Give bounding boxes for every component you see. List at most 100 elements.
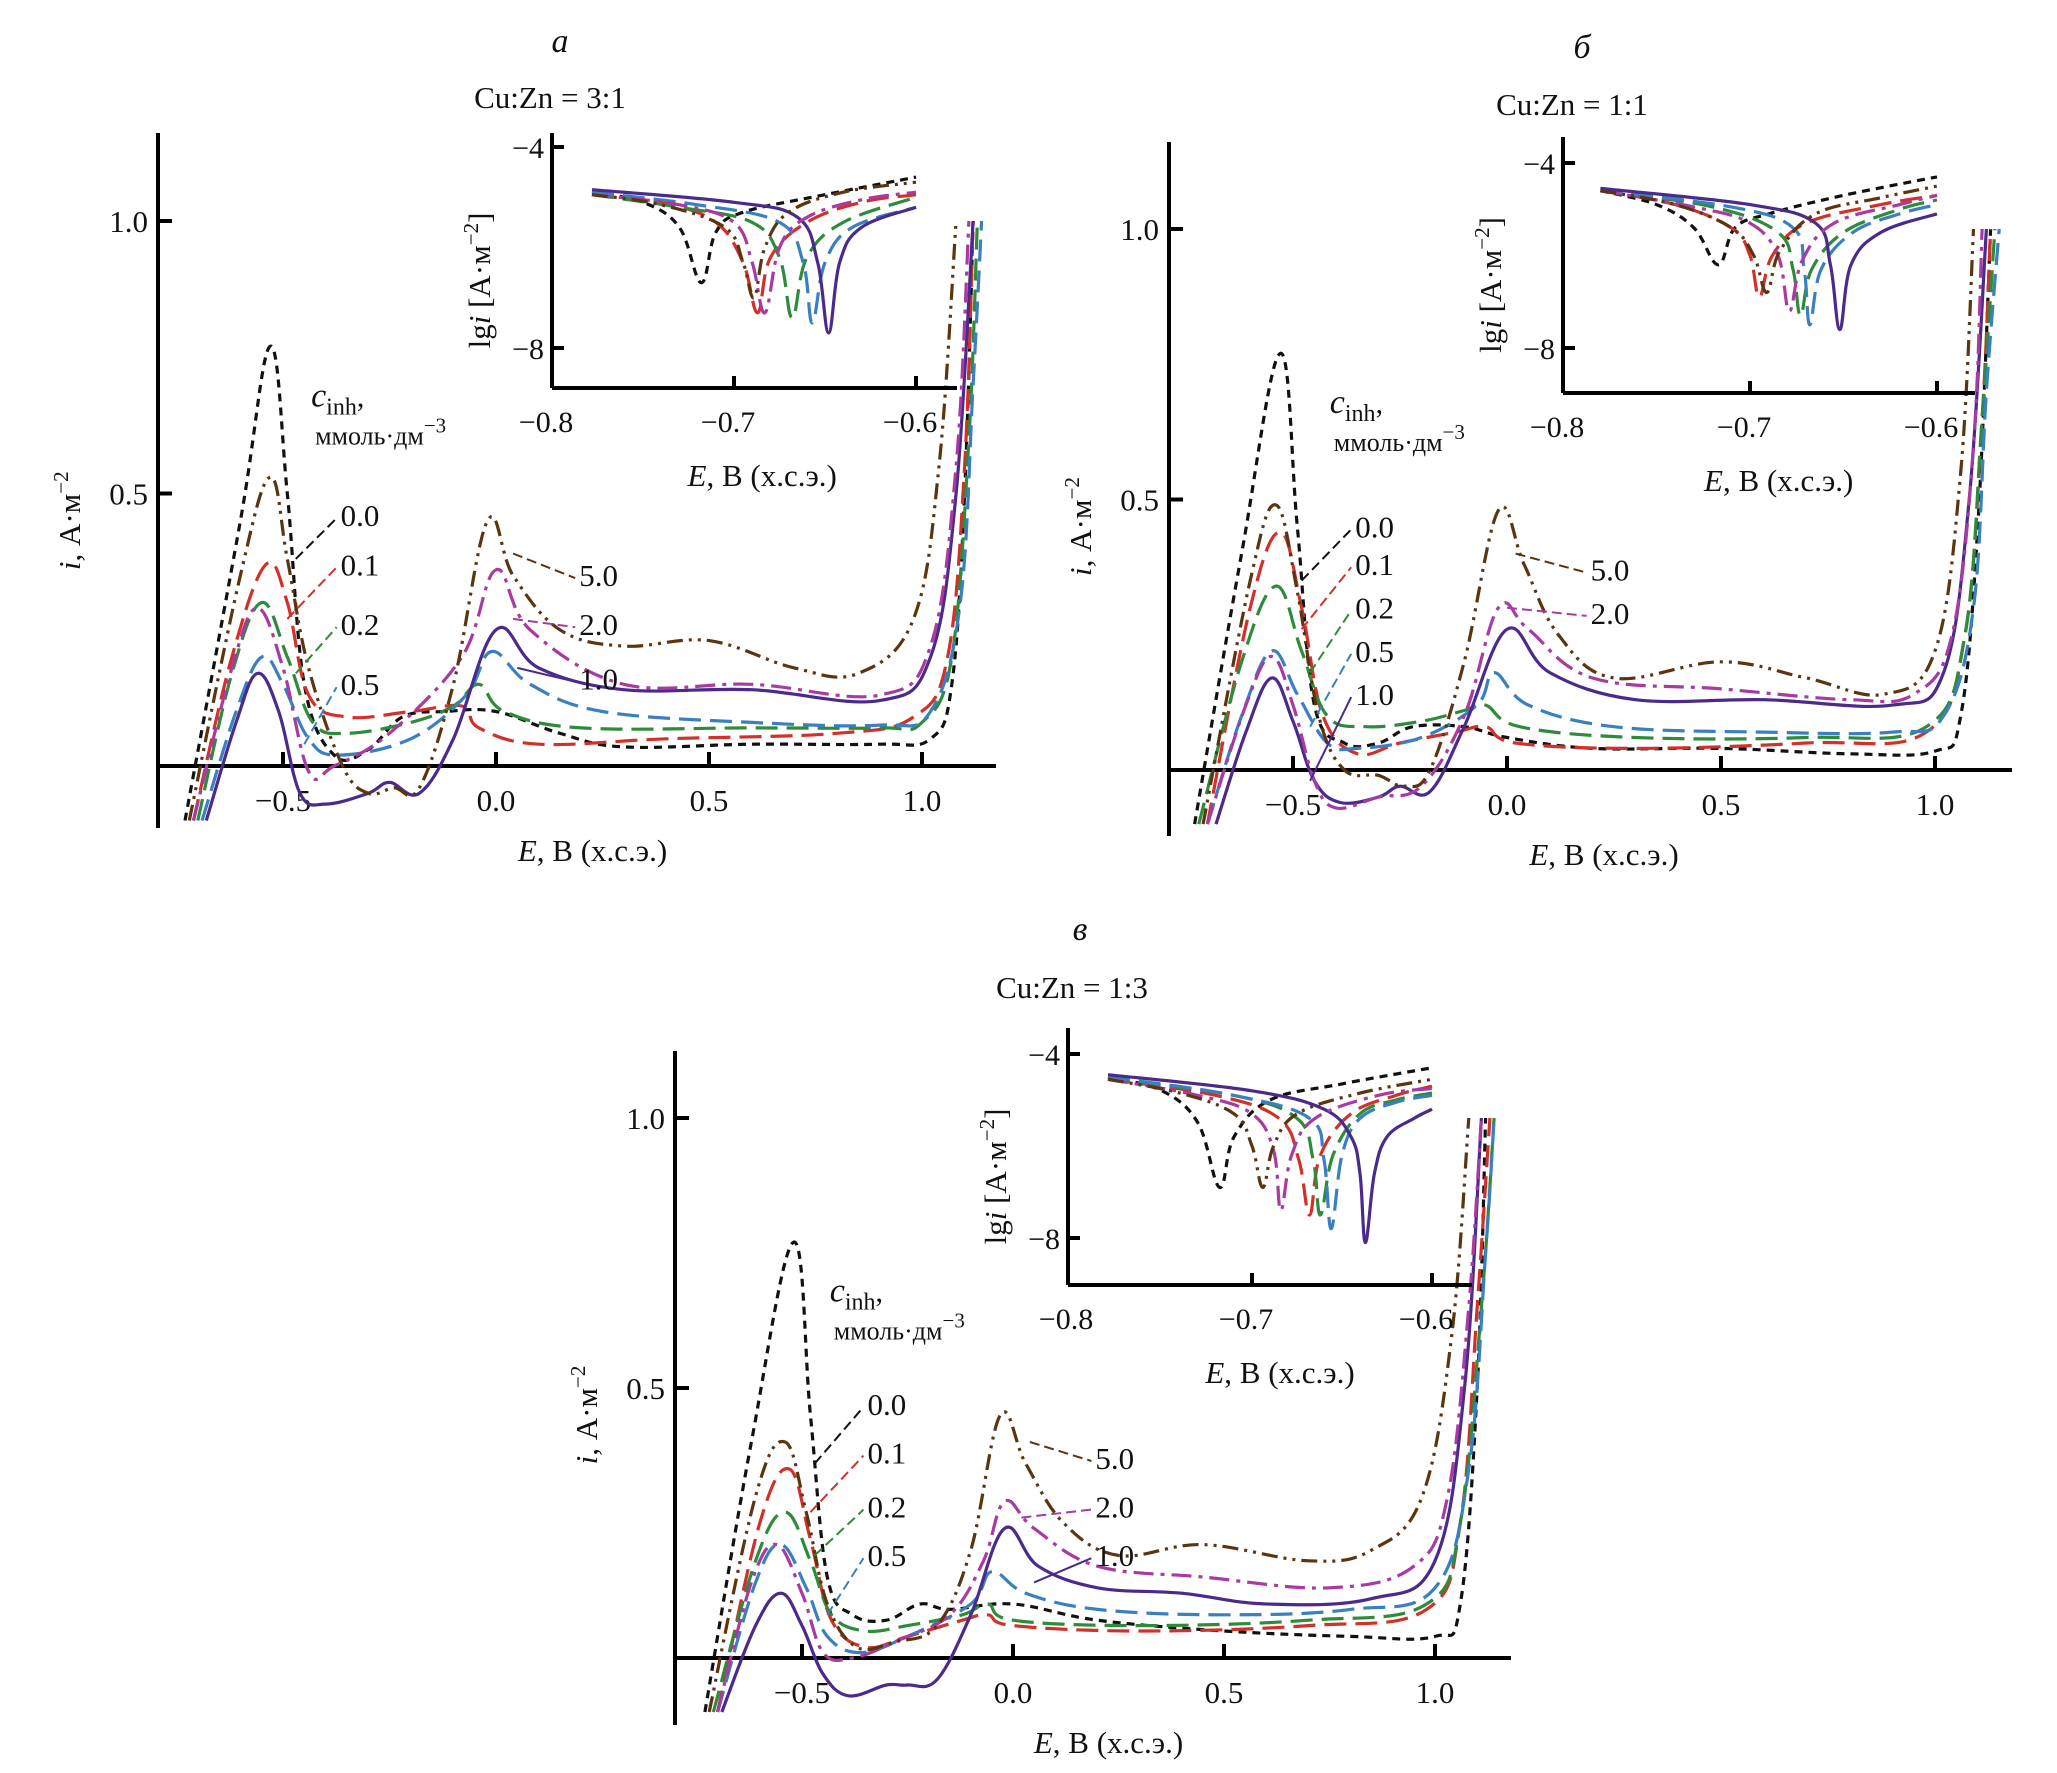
inset-curves — [1107, 1066, 1433, 1245]
inset-y-tick-label: −8 — [512, 333, 544, 366]
concentration-label: 0.2 — [341, 607, 380, 642]
x-tick-label: 0.0 — [1488, 787, 1527, 822]
series-line-0-2 — [196, 220, 979, 821]
panel-b: б Cu:Zn = 1:1 −0.5 0.0 0.5 1.0 0.5 1.0 E, В (х.с… — [1060, 29, 2012, 872]
label-leader-line — [286, 566, 338, 620]
inset-x-axis-label: E, В (х.с.э.) — [687, 458, 837, 493]
inset-y-tick-label: −8 — [1523, 333, 1555, 366]
concentration-label: 1.0 — [579, 662, 618, 697]
label-leader-line — [1021, 1508, 1092, 1519]
series-line-0-5 — [716, 1117, 1496, 1713]
label-leader-line — [1506, 606, 1587, 617]
concentration-label: 0.2 — [1355, 591, 1394, 626]
series-line-0-1 — [191, 220, 975, 821]
inset-x-tick-label: −0.8 — [1039, 1303, 1093, 1336]
label-leader-line — [1300, 566, 1352, 630]
label-leader-line — [1300, 528, 1352, 582]
legend-heading-symbol: cinh, — [830, 1273, 883, 1316]
label-leader-line — [295, 517, 338, 560]
concentration-label: 0.5 — [341, 667, 380, 702]
main-curves — [183, 220, 984, 821]
inset-y-tick-label: −4 — [1523, 148, 1555, 181]
series-line-2-0 — [1205, 228, 1984, 825]
label-leader-line — [512, 617, 576, 629]
label-leader-line — [512, 552, 576, 580]
concentration-label: 1.0 — [1095, 1538, 1134, 1573]
inset-curves — [1600, 175, 1938, 332]
label-leader-line — [1309, 609, 1353, 674]
concentration-label: 2.0 — [1591, 596, 1630, 631]
x-tick-label: 0.0 — [477, 783, 516, 818]
inset-series-line-0-0 — [1107, 1066, 1433, 1190]
series-line-0-0 — [1193, 228, 1993, 825]
panel-letter: a — [552, 23, 569, 60]
concentration-label: 0.1 — [868, 1436, 907, 1471]
y-axis-label: i, А·м−2 — [49, 471, 87, 570]
inset-y-tick-label: −8 — [1028, 1223, 1060, 1256]
inset-x-axis-label: E, В (х.с.э.) — [1703, 463, 1853, 498]
label-leader-line — [814, 1508, 865, 1557]
label-leader-line — [1309, 696, 1353, 782]
main-curves — [703, 1117, 1496, 1713]
concentration-label: 0.2 — [868, 1490, 907, 1525]
inset-series-line-0-2 — [591, 193, 917, 320]
x-axis-label: E, В (х.с.э.) — [1033, 1725, 1183, 1760]
legend-heading-unit: ммоль·дм−3 — [315, 413, 446, 450]
inset-series-line-0-2 — [1107, 1077, 1433, 1217]
y-axis-label: i, А·м−2 — [566, 1366, 604, 1465]
x-tick-label: 0.5 — [1702, 787, 1741, 822]
inset-x-tick-label: −0.8 — [1530, 411, 1584, 444]
concentration-label: 5.0 — [579, 558, 618, 593]
label-leader-line — [1029, 1441, 1092, 1462]
x-tick-label: −0.5 — [774, 1675, 830, 1710]
series-line-0-2 — [711, 1117, 1496, 1713]
inset-series-line-5-0 — [1107, 1077, 1433, 1189]
concentration-label: 5.0 — [1095, 1441, 1134, 1476]
concentration-label: 0.0 — [341, 498, 380, 533]
x-tick-label: −0.5 — [255, 783, 311, 818]
y-tick-label: 1.0 — [1120, 212, 1159, 247]
label-leader-line — [1309, 653, 1353, 728]
inset-series-line-0-1 — [1107, 1077, 1433, 1217]
x-tick-label: 0.5 — [1205, 1675, 1244, 1710]
inset-series-line-0-5 — [1600, 189, 1938, 327]
y-tick-label: 0.5 — [1120, 483, 1159, 518]
series-line-5-0 — [707, 1117, 1471, 1713]
concentration-label: 0.1 — [341, 547, 380, 582]
x-tick-label: 0.5 — [690, 783, 729, 818]
main-curves — [1193, 228, 2001, 825]
series-line-1-0 — [204, 220, 975, 821]
label-leader-line — [303, 686, 338, 745]
inset-series-line-0-0 — [591, 175, 917, 285]
inset-series-line-0-0 — [1600, 175, 1938, 267]
series-line-0-0 — [703, 1117, 1488, 1713]
panel-c: в Cu:Zn = 1:3 −0.5 0.0 0.5 1.0 0.5 1.0 E, В (х.с… — [566, 911, 1511, 1760]
inset-a: −0.8 −0.7 −0.6 −4 −8 E, В (х.с.э.) lgi [А·м−2] — [459, 132, 957, 493]
inset-y-tick-label: −4 — [1028, 1039, 1060, 1072]
inset-series-line-0-1 — [1600, 189, 1938, 299]
series-line-2-0 — [191, 220, 971, 821]
inset-x-tick-label: −0.7 — [701, 406, 755, 439]
panel-a: a Cu:Zn = 3:1 −0.5 0.0 0.5 1.0 0.5 1.0 E, В (х.с… — [49, 23, 996, 868]
label-leader-line — [295, 626, 338, 675]
series-line-1-0 — [1214, 228, 1988, 825]
series-line-0-2 — [1197, 228, 1997, 825]
inset-b: −0.8 −0.7 −0.6 −4 −8 E, В (х.с.э.) lgi [А·м−2] — [1470, 137, 1975, 498]
inset-series-line-5-0 — [1600, 184, 1938, 295]
inset-series-line-2-0 — [1107, 1077, 1433, 1213]
inset-series-line-1-0 — [591, 188, 917, 335]
concentration-label: 0.5 — [868, 1538, 907, 1573]
label-leader-line — [809, 1454, 865, 1513]
series-line-5-0 — [187, 220, 958, 821]
legend-heading-unit: ммоль·дм−3 — [1334, 420, 1465, 457]
y-tick-label: 0.5 — [626, 1371, 665, 1406]
legend-heading-symbol: cinh, — [311, 377, 364, 420]
inset-series-line-0-2 — [1600, 189, 1938, 318]
x-axis-label: E, В (х.с.э.) — [517, 833, 667, 868]
concentration-label: 0.5 — [1355, 634, 1394, 669]
x-tick-label: −0.5 — [1265, 787, 1321, 822]
panel-title: Cu:Zn = 3:1 — [474, 80, 626, 115]
label-leader-line — [1515, 552, 1587, 574]
legend-heading-unit: ммоль·дм−3 — [834, 1309, 965, 1346]
